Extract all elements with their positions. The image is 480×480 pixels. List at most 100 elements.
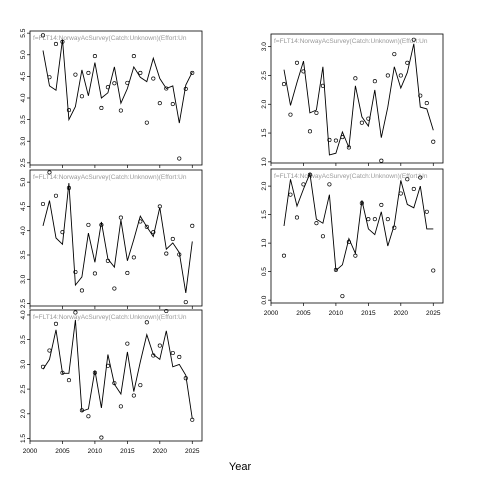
observed-point <box>86 70 91 75</box>
observed-point <box>144 224 149 229</box>
observed-point <box>385 217 390 222</box>
observed-point <box>105 85 110 90</box>
observed-point <box>170 102 175 107</box>
observed-point <box>73 269 78 275</box>
observed-point <box>418 175 423 180</box>
y-tick-label: 1.5 <box>261 210 268 219</box>
y-tick-label: 2.0 <box>261 99 268 108</box>
observed-point <box>131 255 136 260</box>
observed-point <box>281 82 287 87</box>
observed-point <box>92 54 97 59</box>
observed-point <box>288 112 293 117</box>
plot-frame <box>29 309 203 442</box>
x-tick-label: 2020 <box>394 310 409 317</box>
panel-middle-right: f=FLT14:NorwayAcSurvey(Catch:Unknown)(Ef… <box>261 168 444 317</box>
observed-point <box>398 191 403 196</box>
x-tick-label: 2000 <box>264 310 279 317</box>
observed-point <box>144 320 149 325</box>
y-tick-label: 1.0 <box>261 157 268 166</box>
x-tick-label: 2005 <box>55 448 70 455</box>
observed-point <box>138 219 143 224</box>
y-tick-label: 0.5 <box>261 267 268 276</box>
observed-point <box>92 370 97 375</box>
observed-point <box>112 286 117 291</box>
panel-top-right: f=FLT14:NorwayAcSurvey(Catch:Unknown)(Ef… <box>261 33 444 166</box>
observed-point <box>53 321 59 326</box>
y-tick-label: 2.5 <box>261 71 268 80</box>
observed-point <box>47 348 52 353</box>
x-tick-label: 2015 <box>120 448 135 455</box>
y-tick-label: 1.5 <box>261 128 268 137</box>
observed-point <box>151 353 156 358</box>
observed-point <box>164 251 169 256</box>
y-tick-label: 3.5 <box>20 335 27 344</box>
observed-point <box>385 73 390 78</box>
observed-point <box>359 201 364 206</box>
observed-point <box>333 267 338 272</box>
y-tick-label: 3.0 <box>20 359 27 368</box>
y-tick-label: 4.5 <box>20 202 27 211</box>
x-tick-label: 2010 <box>329 310 344 317</box>
observed-point <box>40 201 46 207</box>
observed-point <box>190 223 195 228</box>
observed-point <box>131 393 136 398</box>
observed-point <box>307 172 312 177</box>
observed-point <box>294 215 300 220</box>
observed-point <box>301 69 306 74</box>
observed-point <box>424 101 429 106</box>
panel-middle-left: f=FLT14:NorwayAcSurvey(Catch:Unknown)(Ef… <box>20 169 203 309</box>
fitted-line <box>283 43 434 156</box>
observed-point <box>183 376 188 381</box>
observed-point <box>157 343 162 348</box>
y-tick-label: 4.5 <box>20 71 27 80</box>
observed-point <box>157 204 162 209</box>
observed-point <box>79 94 84 99</box>
x-axis-title: Year <box>229 461 252 473</box>
observed-point <box>301 182 306 187</box>
observed-point <box>418 93 423 98</box>
observed-point <box>411 186 416 192</box>
observed-point <box>392 225 397 230</box>
observed-point <box>151 76 156 81</box>
panel-label: f=FLT14:NorwayAcSurvey(Catch:Unknown)(Ef… <box>33 314 187 321</box>
observed-point <box>112 81 117 86</box>
panel-bottom-left: f=FLT14:NorwayAcSurvey(Catch:Unknown)(Ef… <box>20 308 203 455</box>
x-tick-label: 2015 <box>361 310 376 317</box>
observed-point <box>86 222 91 227</box>
observed-point <box>112 381 117 386</box>
panel-top-left: f=FLT14:NorwayAcSurvey(Catch:Unknown)(Ef… <box>20 28 203 168</box>
observed-point <box>190 70 195 75</box>
y-tick-label: 3.5 <box>20 250 27 259</box>
y-tick-label: 1.0 <box>261 238 268 247</box>
observed-point <box>177 252 182 257</box>
observed-point <box>333 138 338 143</box>
observed-point <box>125 80 130 85</box>
observed-point <box>66 185 71 191</box>
observed-point <box>40 364 46 369</box>
observed-point <box>99 222 104 227</box>
y-tick-label: 1.5 <box>20 434 27 443</box>
fitted-line <box>42 183 193 293</box>
observed-point <box>138 70 143 75</box>
observed-point <box>105 258 110 263</box>
observed-point <box>405 60 410 65</box>
observed-point <box>86 414 91 419</box>
y-tick-label: 3.0 <box>20 274 27 283</box>
observed-point <box>164 308 169 314</box>
fitted-line <box>42 319 193 419</box>
y-tick-label: 5.0 <box>20 50 27 59</box>
observed-point <box>346 145 351 150</box>
observed-point <box>366 116 371 121</box>
panel-label: f=FLT14:NorwayAcSurvey(Catch:Unknown)(Ef… <box>33 35 187 42</box>
observed-point <box>379 158 384 163</box>
observed-point <box>392 52 397 57</box>
y-tick-label: 2.5 <box>20 299 27 308</box>
x-tick-label: 2005 <box>296 310 311 317</box>
observed-point <box>47 170 52 175</box>
observed-point <box>99 435 104 440</box>
observed-point <box>157 101 162 106</box>
observed-point <box>73 310 78 315</box>
observed-point <box>379 202 384 207</box>
observed-point <box>53 193 59 198</box>
